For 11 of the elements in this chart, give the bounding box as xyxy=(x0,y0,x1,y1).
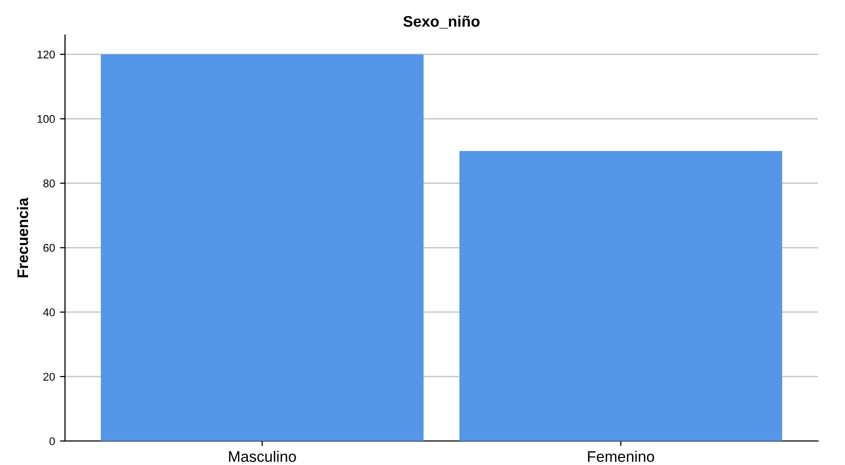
y-tick-label: 120 xyxy=(38,50,55,58)
y-tick-label: 20 xyxy=(43,372,55,381)
y-axis-title: Frecuencia xyxy=(16,198,28,278)
y-tick-label: 0 xyxy=(50,437,55,446)
x-tick-label: Femenino xyxy=(588,450,654,462)
y-tick-label: 100 xyxy=(38,115,55,123)
chart-title: Sexo_niño xyxy=(403,16,480,29)
y-tick-label: 40 xyxy=(43,308,55,316)
y-tick-label: 60 xyxy=(43,244,55,252)
y-tick-label: 80 xyxy=(43,179,55,188)
x-tick-label: Masculino xyxy=(229,450,296,462)
